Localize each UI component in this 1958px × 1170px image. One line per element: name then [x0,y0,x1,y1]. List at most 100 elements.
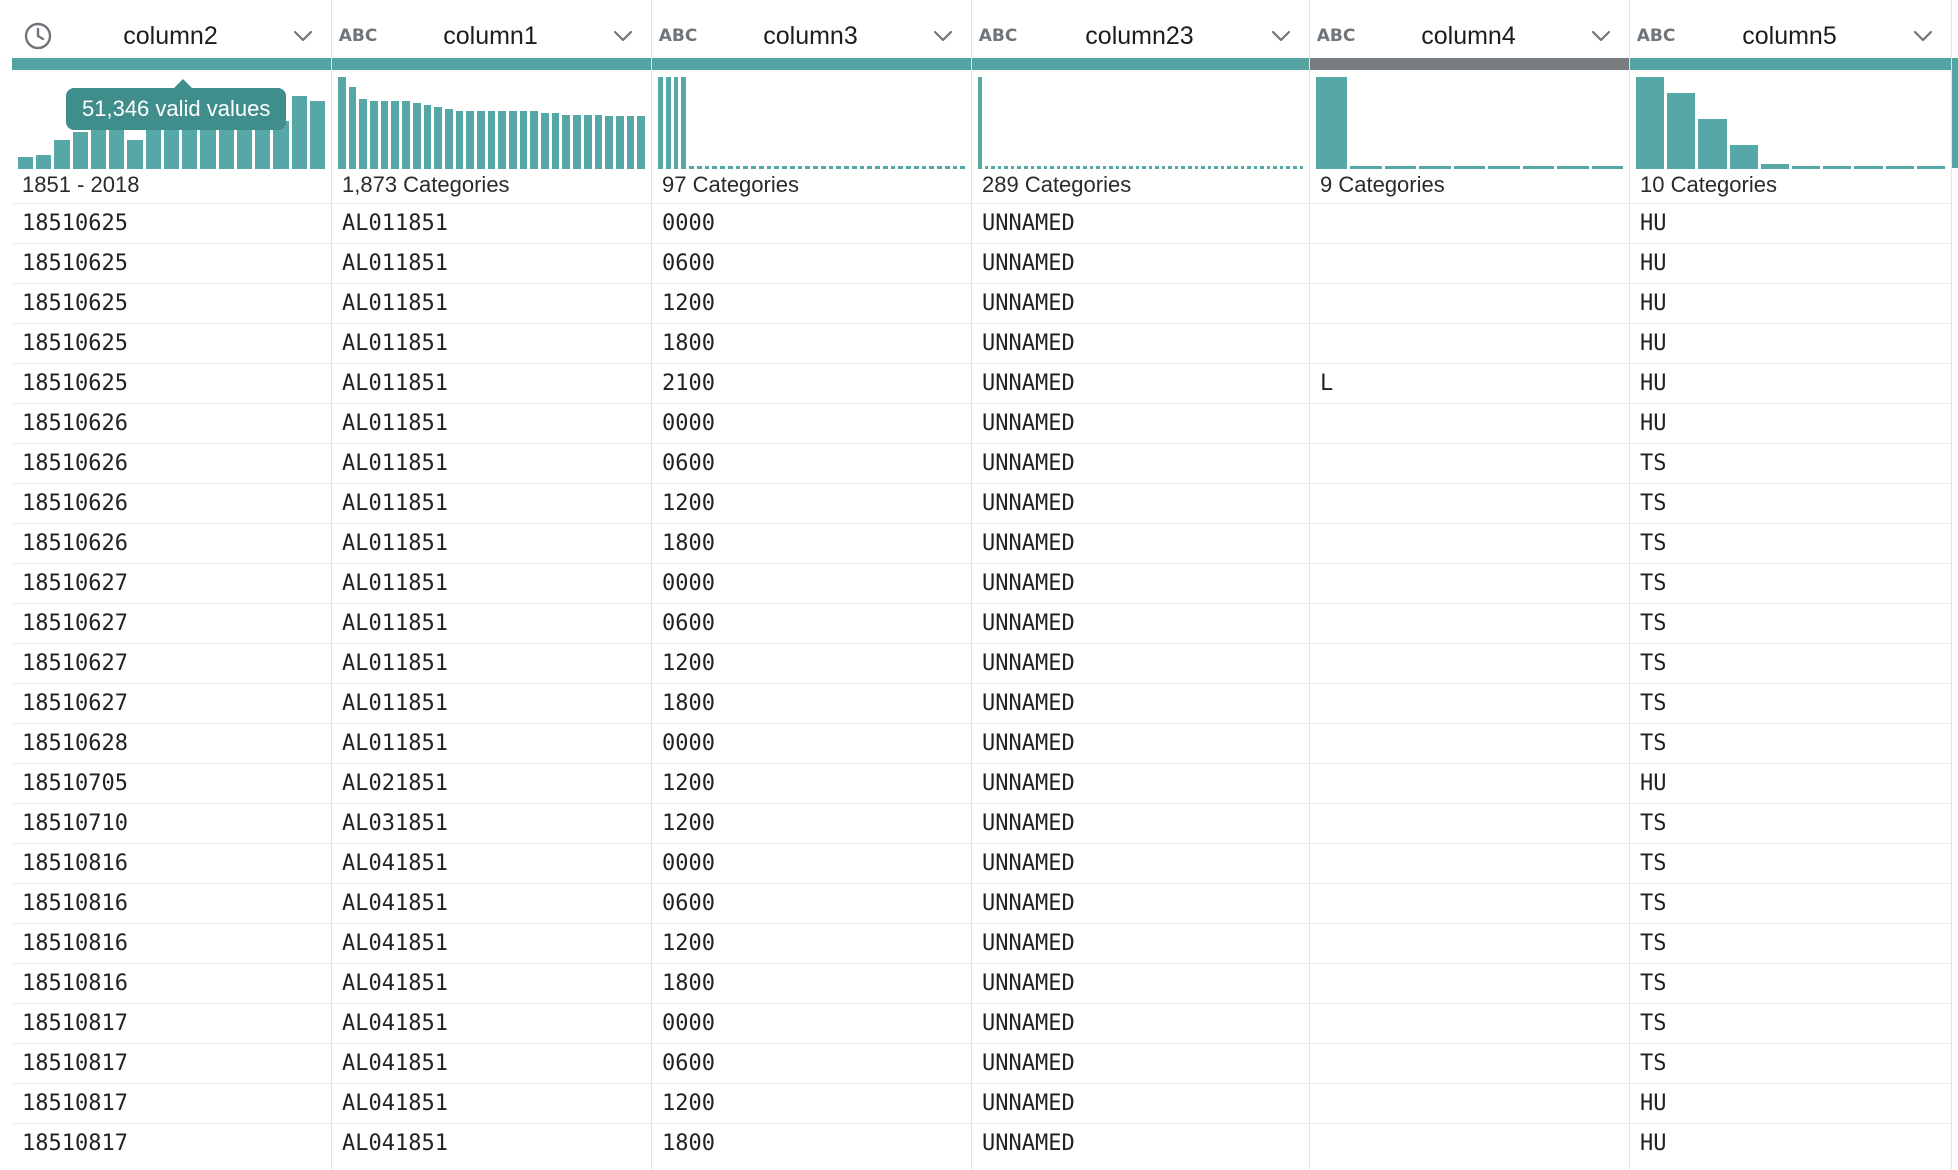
table-cell[interactable]: AL011851 [332,243,651,283]
histogram-bar[interactable] [1207,166,1212,169]
histogram-bar[interactable] [782,166,787,169]
table-cell[interactable] [1310,963,1629,1003]
table-cell[interactable]: 1200 [652,1083,971,1123]
chevron-down-icon[interactable] [1581,29,1621,43]
histogram-bar[interactable] [1037,166,1041,169]
table-cell[interactable]: 1200 [652,483,971,523]
histogram-bar[interactable] [1247,166,1251,169]
table-cell[interactable]: TS [1630,723,1951,763]
table-cell[interactable]: AL011851 [332,323,651,363]
table-cell[interactable]: HU [1630,323,1951,363]
histogram-bar[interactable] [359,99,368,169]
histogram-bar[interactable] [90,130,107,169]
histogram-bar[interactable] [978,77,982,169]
chevron-down-icon[interactable] [923,29,963,43]
table-cell[interactable]: TS [1630,1043,1951,1083]
table-cell[interactable]: UNNAMED [972,803,1309,843]
histogram-bar[interactable] [789,166,795,169]
table-cell[interactable]: TS [1630,803,1951,843]
table-cell[interactable]: 0000 [652,203,971,243]
histogram-bar[interactable] [1155,166,1159,169]
histogram-bar[interactable] [423,105,432,169]
histogram-bar[interactable] [1069,166,1074,169]
histogram-bar[interactable] [867,166,872,169]
histogram-bar[interactable] [498,110,506,169]
table-cell[interactable]: AL021851 [332,763,651,803]
histogram-bar[interactable] [487,110,496,169]
histogram-bar[interactable] [1030,166,1035,169]
histogram-bar[interactable] [997,166,1002,169]
histogram-bar[interactable] [696,166,702,169]
table-cell[interactable]: 18510817 [12,1123,331,1163]
histogram-bar[interactable] [594,114,603,169]
table-cell[interactable]: UNNAMED [972,363,1309,403]
table-cell[interactable]: 18510627 [12,603,331,643]
histogram-bar[interactable] [890,166,896,169]
column-histogram[interactable] [18,72,325,169]
histogram-bar[interactable] [1201,166,1205,169]
table-cell[interactable]: 1200 [652,923,971,963]
column-header[interactable]: ABC column3 [652,8,971,64]
histogram-bar[interactable] [1266,166,1271,169]
table-cell[interactable]: 1800 [652,1123,971,1163]
table-cell[interactable]: 18510626 [12,483,331,523]
histogram-bar[interactable] [54,139,70,169]
table-cell[interactable]: AL011851 [332,563,651,603]
table-cell[interactable]: UNNAMED [972,1083,1309,1123]
histogram-bar[interactable] [412,103,421,169]
table-cell[interactable]: 0600 [652,243,971,283]
table-cell[interactable]: HU [1630,203,1951,243]
histogram-bar[interactable] [820,166,826,169]
histogram-bar[interactable] [444,108,453,169]
histogram-bar[interactable] [944,166,950,169]
histogram-bar[interactable] [1488,166,1520,169]
table-cell[interactable]: AL041851 [332,843,651,883]
table-cell[interactable]: 18510627 [12,683,331,723]
table-cell[interactable] [1310,763,1629,803]
table-cell[interactable]: 18510817 [12,1083,331,1123]
table-cell[interactable]: UNNAMED [972,963,1309,1003]
histogram-bar[interactable] [1010,166,1015,169]
column-header[interactable]: column2 [12,8,331,64]
histogram-bar[interactable] [338,77,346,169]
table-cell[interactable] [1310,643,1629,683]
table-cell[interactable]: 1200 [652,643,971,683]
table-cell[interactable]: AL011851 [332,523,651,563]
histogram-bar[interactable] [573,114,581,169]
table-cell[interactable]: AL041851 [332,1043,651,1083]
table-cell[interactable]: 1800 [652,963,971,1003]
table-cell[interactable] [1310,203,1629,243]
histogram-bar[interactable] [1522,166,1555,169]
table-cell[interactable]: 18510705 [12,763,331,803]
table-cell[interactable]: TS [1630,443,1951,483]
table-cell[interactable]: UNNAMED [972,443,1309,483]
table-cell[interactable]: UNNAMED [972,923,1309,963]
table-cell[interactable]: UNNAMED [972,1123,1309,1163]
histogram-bar[interactable] [1823,166,1852,169]
histogram-bar[interactable] [704,166,710,169]
histogram-bar[interactable] [774,166,779,169]
table-cell[interactable]: AL041851 [332,1003,651,1043]
histogram-bar[interactable] [1279,166,1284,169]
table-cell[interactable]: 0000 [652,1003,971,1043]
table-cell[interactable] [1310,1123,1629,1163]
histogram-bar[interactable] [882,166,888,169]
histogram-bar[interactable] [766,166,772,169]
column-histogram[interactable] [1636,72,1946,169]
table-cell[interactable]: TS [1630,483,1951,523]
table-cell[interactable]: HU [1630,403,1951,443]
histogram-bar[interactable] [991,166,995,169]
histogram-bar[interactable] [402,101,410,169]
table-cell[interactable] [1310,523,1629,563]
histogram-bar[interactable] [1253,166,1258,169]
table-cell[interactable]: TS [1630,1003,1951,1043]
histogram-bar[interactable] [1227,166,1231,169]
table-cell[interactable]: UNNAMED [972,563,1309,603]
histogram-bar[interactable] [1419,166,1451,169]
histogram-bar[interactable] [1076,166,1080,169]
table-cell[interactable]: 18510817 [12,1043,331,1083]
histogram-bar[interactable] [1135,166,1140,169]
table-cell[interactable]: AL011851 [332,283,651,323]
histogram-bar[interactable] [1557,166,1589,169]
table-cell[interactable]: 2100 [652,363,971,403]
